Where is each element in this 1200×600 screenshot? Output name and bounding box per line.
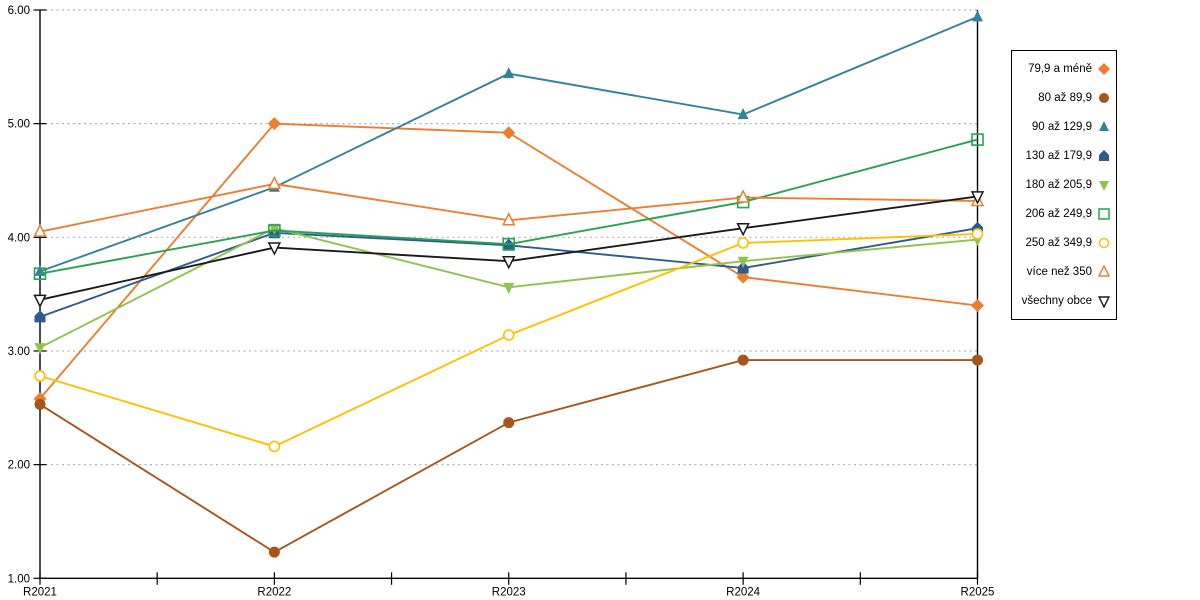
marker-circle-open [268,440,281,453]
marker-triangle-up [503,67,515,79]
series-line-2 [39,359,978,554]
marker-circle [268,546,280,558]
legend-item-5: 180 až 205,9 [1015,178,1111,192]
legend-label: 80 až 89,9 [1038,91,1092,104]
marker-triangle-down-open [267,242,282,256]
x-axis-label: R2025 [961,586,995,598]
legend-item-8: více než 350 [1015,265,1111,279]
marker-triangle-down-open [502,255,516,270]
y-axis-label: 6.00 [8,5,30,17]
marker-circle [34,398,46,410]
marker-triangle-up-open [736,189,750,203]
marker-triangle-down [34,343,46,355]
marker-triangle-up-open [502,212,516,226]
series-line-6 [39,138,978,275]
y-axis-label: 5.00 [8,119,30,131]
marker-circle [972,354,983,366]
y-axis-label: 3.00 [8,346,30,358]
marker-triangle-down [268,223,280,235]
square-open-legend-icon [1098,208,1110,220]
marker-diamond [971,299,984,313]
triangle-up-filled-legend-icon [1099,120,1109,131]
legend-item-4: 130 až 179,9 [1015,149,1111,163]
marker-square-open [268,224,281,237]
marker-circle [503,417,515,429]
legend-label: více než 350 [1026,266,1092,279]
x-axis-label: R2021 [23,586,57,598]
marker-triangle-down-open [970,191,985,205]
circle-open-legend-icon [1098,237,1110,249]
x-axis-label: R2022 [257,586,291,598]
marker-circle-open [502,329,515,341]
legend-label: 250 až 349,9 [1025,237,1092,250]
x-axis-label: R2023 [492,586,526,598]
marker-square-open [971,133,984,146]
legend-item-1: 79,9 a méně [1015,62,1111,76]
marker-diamond [502,126,516,140]
marker-diamond [267,117,281,131]
marker-triangle-up-open [267,175,282,190]
marker-triangle-up [972,10,983,22]
y-axis-label: 1.00 [8,573,30,585]
marker-circle-open [971,228,984,240]
marker-square-open [33,267,47,280]
legend-item-3: 90 až 129,9 [1015,120,1111,134]
circle-filled-legend-icon [1099,92,1109,103]
legend-item-6: 206 až 249,9 [1015,207,1111,221]
legend-label: 90 až 129,9 [1031,120,1092,133]
marker-circle-open [737,237,749,249]
legend: 79,9 a méně 80 až 89,9 90 až 129,9 130 až 1… [1011,50,1117,320]
legend-item-9: všechny obce [1015,294,1111,309]
marker-diamond [736,270,750,284]
legend-item-2: 80 až 89,9 [1015,91,1111,105]
y-axis-label: 2.00 [8,460,30,472]
marker-triangle-down-open [33,294,47,309]
marker-triangle-down [503,282,515,294]
legend-label: 130 až 179,9 [1025,149,1092,162]
marker-triangle-up-open [33,223,47,237]
marker-pentagon [34,310,46,323]
triangle-down-open-legend-icon [1097,296,1111,309]
legend-label: 79,9 a méně [1028,62,1092,75]
legend-label: 206 až 249,9 [1025,208,1092,221]
y-axis-label: 4.00 [8,232,30,244]
diamond-filled-legend-icon [1098,62,1110,75]
triangle-up-open-legend-icon [1097,265,1111,278]
marker-triangle-down [737,256,749,268]
legend-item-7: 250 až 349,9 [1015,236,1111,250]
triangle-down-filled-legend-icon [1099,180,1109,191]
pentagon-filled-legend-icon [1099,149,1109,161]
x-axis-label: R2024 [726,586,760,598]
marker-circle-open [34,370,46,382]
marker-triangle-down-open [736,222,750,237]
marker-square-open [502,237,516,251]
legend-label: všechny obce [1021,295,1092,308]
marker-circle [737,354,749,366]
legend-label: 180 až 205,9 [1025,178,1092,191]
marker-triangle-up [737,108,749,120]
